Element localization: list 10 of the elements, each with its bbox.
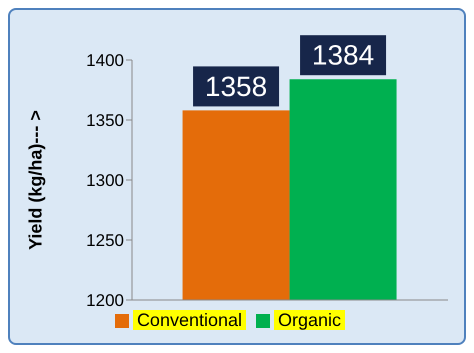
legend-label: Conventional — [132, 310, 246, 330]
legend-label: Organic — [274, 310, 346, 330]
y-tick-label: 1400 — [86, 51, 124, 70]
y-tick-label: 1200 — [86, 291, 124, 310]
y-tick-label: 1250 — [86, 231, 124, 250]
y-tick-label: 1350 — [86, 111, 124, 130]
data-label: 1358 — [204, 70, 268, 102]
y-tick-label: 1300 — [86, 171, 124, 190]
y-axis-title: Yield (kg/ha)--- > — [25, 110, 46, 250]
data-label: 1384 — [312, 40, 374, 71]
